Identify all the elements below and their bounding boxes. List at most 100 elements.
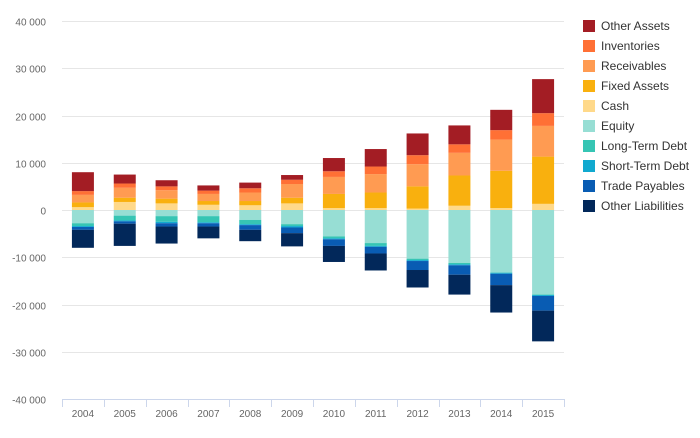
bar-segment[interactable] [490,208,512,210]
bar-segment[interactable] [197,222,219,223]
bar-segment[interactable] [407,210,429,259]
bar-segment[interactable] [281,175,303,180]
bar-segment[interactable] [156,216,178,222]
bar-segment[interactable] [72,210,94,223]
legend-item[interactable]: Equity [583,119,634,133]
bar-segment[interactable] [114,175,136,184]
bar-segment[interactable] [72,195,94,203]
bar-segment[interactable] [365,247,387,254]
bar-segment[interactable] [72,202,94,207]
bar-segment[interactable] [323,158,345,171]
bar-segment[interactable] [407,260,429,261]
bar-segment[interactable] [490,130,512,139]
bar-segment[interactable] [197,201,219,205]
bar-segment[interactable] [156,190,178,199]
bar-segment[interactable] [281,226,303,227]
bar-segment[interactable] [532,296,554,311]
bar-segment[interactable] [532,126,554,157]
bar-segment[interactable] [407,133,429,155]
legend-item[interactable]: Short-Term Debt [583,159,690,173]
bar-segment[interactable] [156,227,178,244]
bar-segment[interactable] [281,233,303,246]
bar-segment[interactable] [365,174,387,192]
legend-item[interactable]: Inventories [583,39,660,53]
bar-segment[interactable] [490,110,512,130]
bar-segment[interactable] [197,223,219,226]
bar-segment[interactable] [197,194,219,201]
bar-segment[interactable] [72,223,94,226]
bar-segment[interactable] [532,295,554,296]
bar-segment[interactable] [407,209,429,210]
bar-segment[interactable] [365,246,387,247]
bar-segment[interactable] [197,210,219,216]
bar-segment[interactable] [365,208,387,210]
bar-segment[interactable] [156,223,178,226]
bar-segment[interactable] [323,236,345,238]
bar-segment[interactable] [532,79,554,113]
bar-segment[interactable] [365,210,387,243]
bar-segment[interactable] [239,193,261,202]
bar-segment[interactable] [156,180,178,186]
bar-segment[interactable] [156,199,178,204]
bar-segment[interactable] [323,238,345,239]
bar-segment[interactable] [407,259,429,260]
bar-segment[interactable] [197,191,219,194]
legend-item[interactable]: Cash [583,99,629,113]
bar-segment[interactable] [407,186,429,208]
bar-segment[interactable] [448,176,470,206]
bar-segment[interactable] [365,167,387,175]
bar-segment[interactable] [197,185,219,190]
bar-segment[interactable] [448,206,470,210]
bar-segment[interactable] [239,188,261,192]
bar-segment[interactable] [448,144,470,153]
bar-segment[interactable] [239,224,261,225]
legend-item[interactable]: Fixed Assets [583,79,669,93]
bar-segment[interactable] [197,227,219,239]
legend-item[interactable]: Long-Term Debt [583,139,688,153]
bar-segment[interactable] [72,207,94,210]
bar-segment[interactable] [365,253,387,270]
bar-segment[interactable] [281,184,303,198]
bar-segment[interactable] [490,140,512,171]
bar-segment[interactable] [72,227,94,230]
bar-segment[interactable] [281,210,303,224]
legend-item[interactable]: Trade Payables [583,179,685,193]
bar-segment[interactable] [114,188,136,198]
bar-segment[interactable] [72,226,94,227]
bar-segment[interactable] [365,149,387,166]
bar-segment[interactable] [197,205,219,210]
bar-segment[interactable] [281,203,303,210]
bar-segment[interactable] [407,261,429,270]
bar-segment[interactable] [490,273,512,274]
bar-segment[interactable] [72,230,94,248]
bar-segment[interactable] [490,274,512,285]
legend-item[interactable]: Other Assets [583,19,670,33]
bar-segment[interactable] [407,270,429,287]
bar-segment[interactable] [281,180,303,184]
bar-segment[interactable] [532,113,554,126]
bar-segment[interactable] [323,208,345,210]
bar-segment[interactable] [72,191,94,195]
bar-segment[interactable] [72,172,94,191]
bar-segment[interactable] [281,198,303,204]
bar-segment[interactable] [323,194,345,208]
bar-segment[interactable] [156,203,178,210]
bar-segment[interactable] [490,285,512,312]
bar-segment[interactable] [156,222,178,223]
bar-segment[interactable] [114,198,136,202]
bar-segment[interactable] [532,157,554,204]
bar-segment[interactable] [448,264,470,265]
bar-segment[interactable] [323,171,345,177]
bar-segment[interactable] [365,193,387,209]
bar-segment[interactable] [407,155,429,164]
bar-segment[interactable] [323,210,345,236]
bar-segment[interactable] [239,220,261,224]
bar-segment[interactable] [448,275,470,295]
bar-segment[interactable] [448,263,470,264]
bar-segment[interactable] [114,202,136,210]
bar-segment[interactable] [156,186,178,190]
bar-segment[interactable] [281,227,303,233]
bar-segment[interactable] [532,204,554,210]
bar-segment[interactable] [532,210,554,295]
bar-segment[interactable] [114,221,136,223]
